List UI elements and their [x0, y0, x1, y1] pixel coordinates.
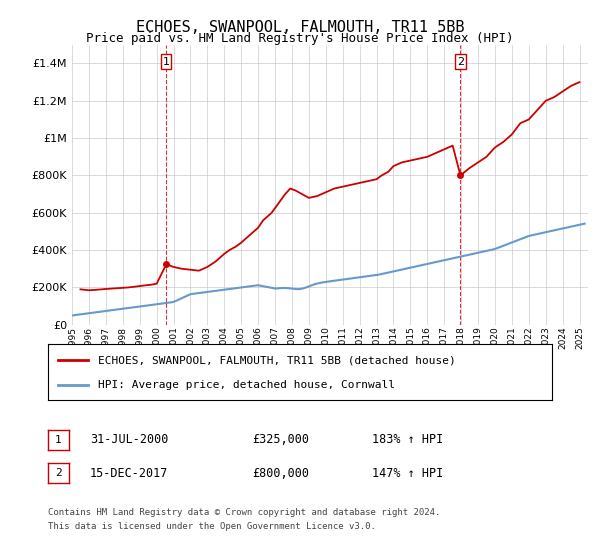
Text: Price paid vs. HM Land Registry's House Price Index (HPI): Price paid vs. HM Land Registry's House …: [86, 32, 514, 45]
Text: ECHOES, SWANPOOL, FALMOUTH, TR11 5BB: ECHOES, SWANPOOL, FALMOUTH, TR11 5BB: [136, 20, 464, 35]
Text: 1: 1: [163, 57, 170, 67]
Text: 31-JUL-2000: 31-JUL-2000: [90, 433, 169, 446]
Text: HPI: Average price, detached house, Cornwall: HPI: Average price, detached house, Corn…: [98, 380, 395, 390]
FancyBboxPatch shape: [455, 54, 466, 69]
Text: 183% ↑ HPI: 183% ↑ HPI: [372, 433, 443, 446]
FancyBboxPatch shape: [161, 54, 172, 69]
Text: ECHOES, SWANPOOL, FALMOUTH, TR11 5BB (detached house): ECHOES, SWANPOOL, FALMOUTH, TR11 5BB (de…: [98, 355, 456, 365]
Text: Contains HM Land Registry data © Crown copyright and database right 2024.: Contains HM Land Registry data © Crown c…: [48, 508, 440, 517]
Text: This data is licensed under the Open Government Licence v3.0.: This data is licensed under the Open Gov…: [48, 522, 376, 531]
Text: 1: 1: [55, 435, 62, 445]
Text: £800,000: £800,000: [252, 466, 309, 480]
Text: 2: 2: [457, 57, 464, 67]
Text: 15-DEC-2017: 15-DEC-2017: [90, 466, 169, 480]
Text: £325,000: £325,000: [252, 433, 309, 446]
Text: 2: 2: [55, 468, 62, 478]
Text: 147% ↑ HPI: 147% ↑ HPI: [372, 466, 443, 480]
